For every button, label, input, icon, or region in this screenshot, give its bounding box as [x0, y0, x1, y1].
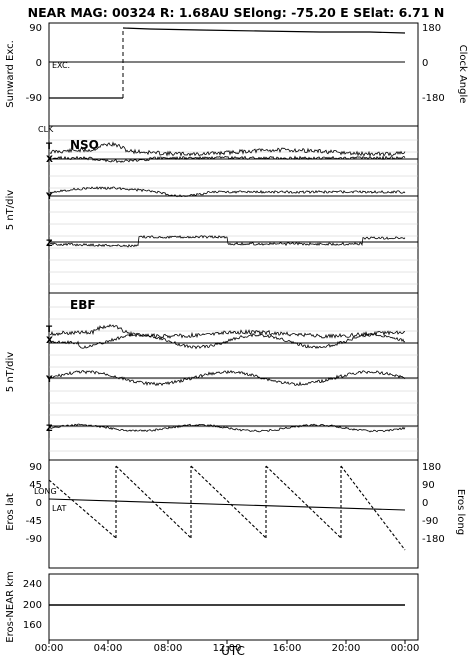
- panel1-clock-right: [122, 27, 406, 34]
- nso-x-trace: [49, 155, 406, 164]
- panel-sunward-frame: [48, 22, 419, 127]
- x-tick-3: 12:00: [213, 643, 242, 654]
- panel1-ylabel-left: Sunward Exc.: [5, 40, 16, 108]
- ebf-t-trace: [49, 323, 405, 339]
- ebf-z-trace: [49, 423, 406, 433]
- nso-label-z: Z: [46, 239, 53, 249]
- panel-nso-title: NSO: [70, 138, 99, 152]
- nso-label-y: Y: [45, 192, 53, 202]
- eros-lat-line: [48, 498, 406, 511]
- panel1-clk-tag: CLK: [38, 125, 54, 134]
- panel4-ytick-left-1: 45: [29, 480, 42, 491]
- panel5-ytick-1: 200: [23, 600, 42, 611]
- panel1-ytick-right-top: 180: [422, 23, 441, 34]
- panel4-ylabel-left: Eros lat: [5, 493, 16, 531]
- panel4-ytick-right-3: -90: [422, 516, 438, 527]
- panel1-ytick-left-mid: 0: [36, 58, 42, 69]
- ebf-label-x: X: [46, 336, 53, 346]
- x-tick-0: 00:00: [35, 643, 64, 654]
- panel-range-frame: [48, 573, 419, 641]
- panel4-long-tag: LONG: [34, 487, 57, 496]
- x-tick-1: 04:00: [94, 643, 123, 654]
- nso-z-trace: [49, 234, 406, 248]
- panel4-lat-tag: LAT: [52, 504, 66, 513]
- panel4-ytick-left-0: 90: [29, 462, 42, 473]
- panel-eros-frame: [48, 459, 419, 569]
- nso-label-x: X: [46, 155, 53, 165]
- ebf-y-trace: [49, 369, 406, 387]
- ebf-x-trace: [49, 333, 406, 350]
- figure-title: NEAR MAG: 00324 R: 1.68AU SElong: -75.20…: [28, 5, 445, 20]
- panel4-ytick-right-2: 0: [422, 498, 428, 509]
- panel-ebf-frame: [48, 292, 419, 461]
- nso-y-trace: [49, 186, 406, 198]
- ebf-label-z: Z: [46, 424, 53, 434]
- panel1-exc-tag: EXC.: [52, 61, 70, 70]
- panel1-ytick-right-bot: -180: [422, 93, 445, 104]
- panel5-ylabel: Eros-NEAR km: [5, 571, 16, 642]
- nso-label-t: T: [46, 142, 53, 152]
- panel4-ytick-left-3: -45: [26, 516, 42, 527]
- panel5-ytick-0: 240: [23, 579, 42, 590]
- panel5-ytick-2: 160: [23, 620, 42, 631]
- panel1-ylabel-right: Clock Angle: [457, 45, 468, 104]
- panel4-ytick-left-2: 0: [36, 498, 42, 509]
- x-tick-2: 08:00: [154, 643, 183, 654]
- x-axis-ticks: [48, 640, 406, 644]
- nso-t-trace: [49, 141, 406, 158]
- ebf-label-t: T: [46, 325, 53, 335]
- panel1-ytick-left-top: 90: [29, 23, 42, 34]
- panel4-ytick-left-4: -90: [26, 534, 42, 545]
- panel-nso-grid: [49, 139, 418, 285]
- x-tick-4: 16:00: [273, 643, 302, 654]
- panel-ebf-title: EBF: [70, 298, 96, 312]
- panel4-ytick-right-4: -180: [422, 534, 445, 545]
- panel-nso-ylabel: 5 nT/div: [5, 190, 16, 230]
- panel1-ytick-left-bot: -90: [26, 93, 42, 104]
- panel4-ytick-right-0: 180: [422, 462, 441, 473]
- panel4-ytick-right-1: 90: [422, 480, 435, 491]
- x-tick-5: 20:00: [332, 643, 361, 654]
- panel1-ytick-right-mid: 0: [422, 58, 428, 69]
- x-axis-label: UTC: [221, 644, 245, 656]
- eros-long-trace: [48, 465, 406, 551]
- panel-ebf-ylabel: 5 nT/div: [5, 352, 16, 392]
- x-tick-6: 00:00: [391, 643, 420, 654]
- ebf-label-y: Y: [45, 375, 53, 385]
- panel4-ylabel-right: Eros long: [455, 489, 466, 535]
